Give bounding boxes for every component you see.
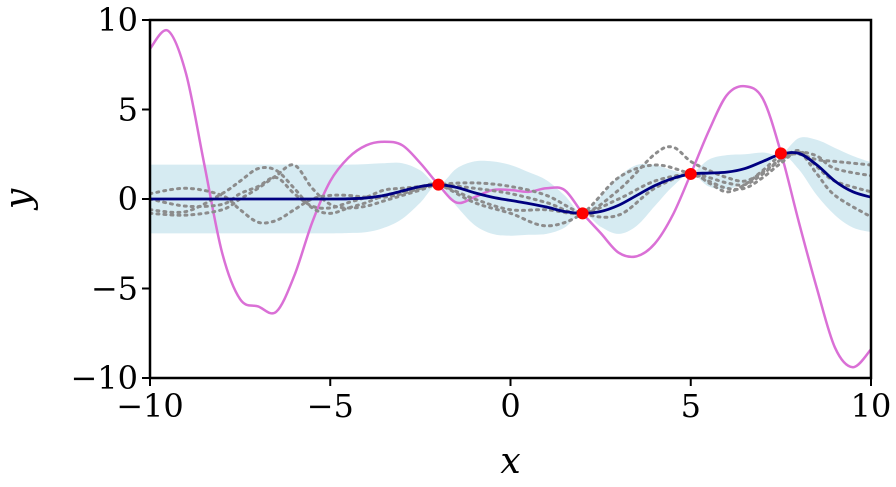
y-tick-label: 10 xyxy=(97,1,138,39)
axis-ticks: −10 −5 0 5 10 −10 −5 0 5 10 xyxy=(70,1,891,425)
observation-point xyxy=(774,147,787,160)
y-tick-label: 0 xyxy=(118,180,138,218)
posterior-sample-4 xyxy=(150,149,871,216)
confidence-band xyxy=(150,137,871,236)
x-tick-label: −10 xyxy=(116,387,184,425)
x-tick-label: 0 xyxy=(500,387,520,425)
posterior-mean-line xyxy=(150,151,871,215)
x-tick-label: 10 xyxy=(851,387,892,425)
y-tick-label: 5 xyxy=(118,91,138,129)
x-tick-label: −5 xyxy=(307,387,354,425)
observation-point xyxy=(576,207,589,220)
plot-area xyxy=(150,28,871,369)
y-axis-label: y xyxy=(0,188,39,211)
observation-point xyxy=(684,167,697,180)
posterior-sample-3 xyxy=(150,152,871,219)
y-tick-label: −10 xyxy=(70,359,138,397)
y-tick-label: −5 xyxy=(91,270,138,308)
posterior-sample-2 xyxy=(150,150,871,228)
x-axis-label: x xyxy=(500,441,520,482)
x-tick-label: 5 xyxy=(681,387,701,425)
posterior-sample-1 xyxy=(150,145,871,216)
observation-point xyxy=(432,178,445,191)
true-function-line xyxy=(150,28,871,369)
